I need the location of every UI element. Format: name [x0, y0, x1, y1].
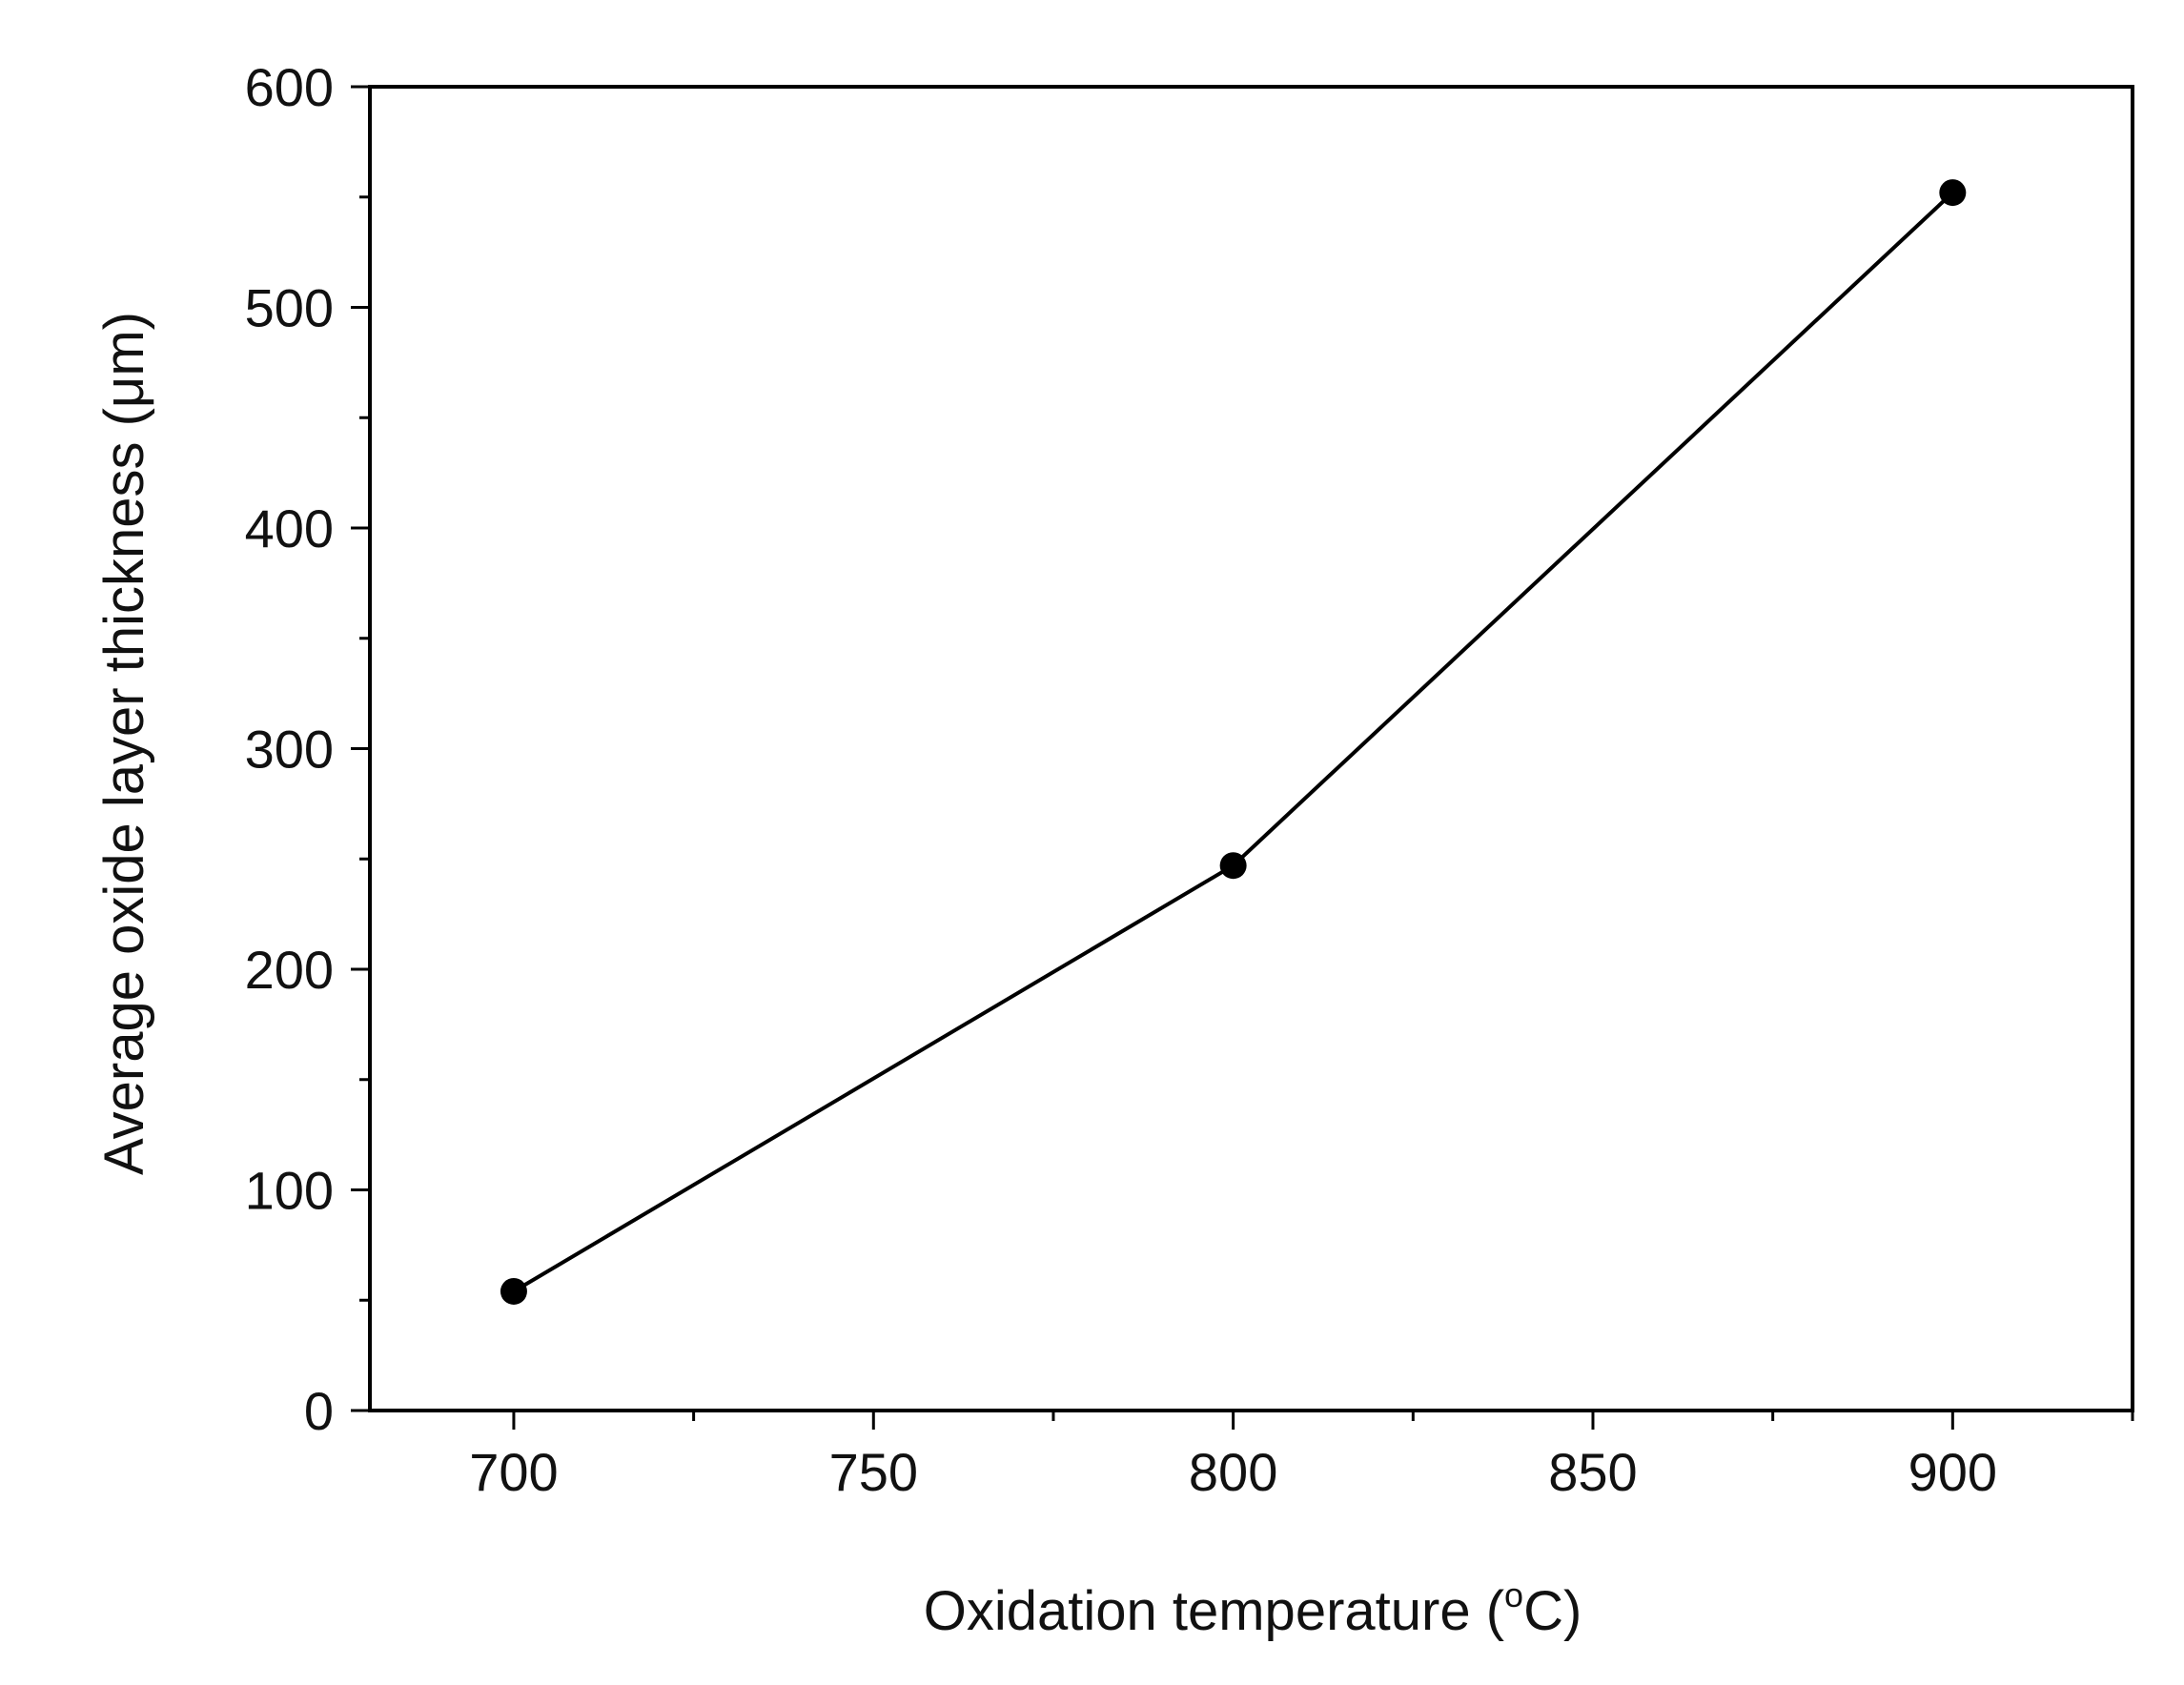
x-axis-title: Oxidation temperature (oC) [924, 1575, 1582, 1642]
axis-ticks [351, 85, 2134, 1430]
data-series [500, 179, 1967, 1305]
x-axis-title-suffix: C) [1523, 1580, 1582, 1642]
y-axis-title: Average oxide layer thickness (μm) [93, 312, 155, 1175]
y-tick-label: 600 [245, 57, 334, 117]
plot-area-border [368, 85, 2134, 1412]
y-tick-label: 100 [245, 1161, 334, 1221]
y-tick-label: 400 [245, 498, 334, 558]
x-tick-label: 700 [469, 1442, 558, 1502]
x-axis-title-prefix: Oxidation temperature ( [924, 1580, 1504, 1642]
x-axis-title-superscript: o [1504, 1575, 1523, 1614]
y-tick-label: 300 [245, 720, 334, 780]
x-tick-label: 850 [1548, 1442, 1637, 1502]
data-point [1939, 179, 1967, 207]
data-point [1219, 852, 1247, 880]
series-line [512, 191, 1954, 1293]
x-tick-label: 750 [829, 1442, 918, 1502]
x-tick-label: 900 [1908, 1442, 1997, 1502]
y-tick-label: 0 [304, 1381, 334, 1441]
data-point [500, 1277, 527, 1305]
y-tick-label: 500 [245, 278, 334, 338]
tick-labels: 0 100 200 300 400 500 600 700 750 800 850 900 [245, 57, 1997, 1502]
plot-frame [368, 85, 2134, 1412]
y-tick-label: 200 [245, 940, 334, 1000]
x-tick-label: 800 [1189, 1442, 1277, 1502]
